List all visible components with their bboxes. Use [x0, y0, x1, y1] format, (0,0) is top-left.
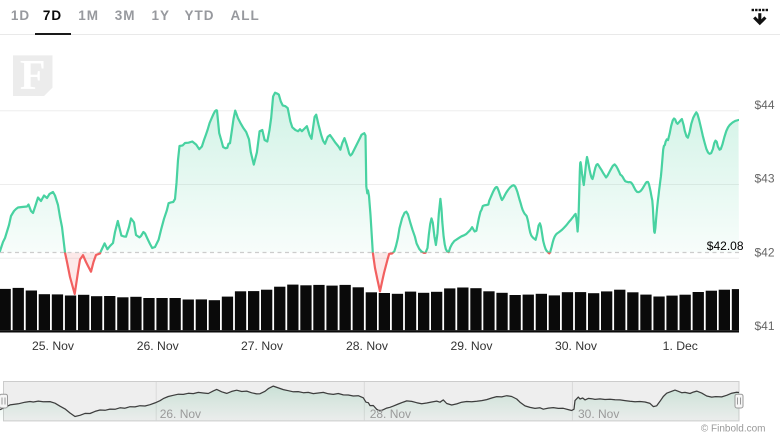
- svg-text:$41: $41: [754, 319, 774, 333]
- svg-text:27. Nov: 27. Nov: [241, 339, 284, 353]
- svg-text:$44: $44: [754, 98, 774, 112]
- svg-text:$42: $42: [754, 245, 774, 259]
- svg-text:28. Nov: 28. Nov: [346, 339, 389, 353]
- svg-text:26. Nov: 26. Nov: [160, 407, 201, 421]
- svg-text:1. Dec: 1. Dec: [663, 339, 698, 353]
- svg-text:28. Nov: 28. Nov: [370, 407, 411, 421]
- svg-text:$43: $43: [754, 172, 774, 186]
- svg-text:$42.08: $42.08: [707, 239, 744, 253]
- svg-text:25. Nov: 25. Nov: [32, 339, 75, 353]
- svg-text:30. Nov: 30. Nov: [555, 339, 598, 353]
- svg-text:30. Nov: 30. Nov: [578, 407, 619, 421]
- svg-text:© Finbold.com: © Finbold.com: [701, 424, 766, 435]
- svg-text:29. Nov: 29. Nov: [450, 339, 493, 353]
- svg-text:26. Nov: 26. Nov: [137, 339, 180, 353]
